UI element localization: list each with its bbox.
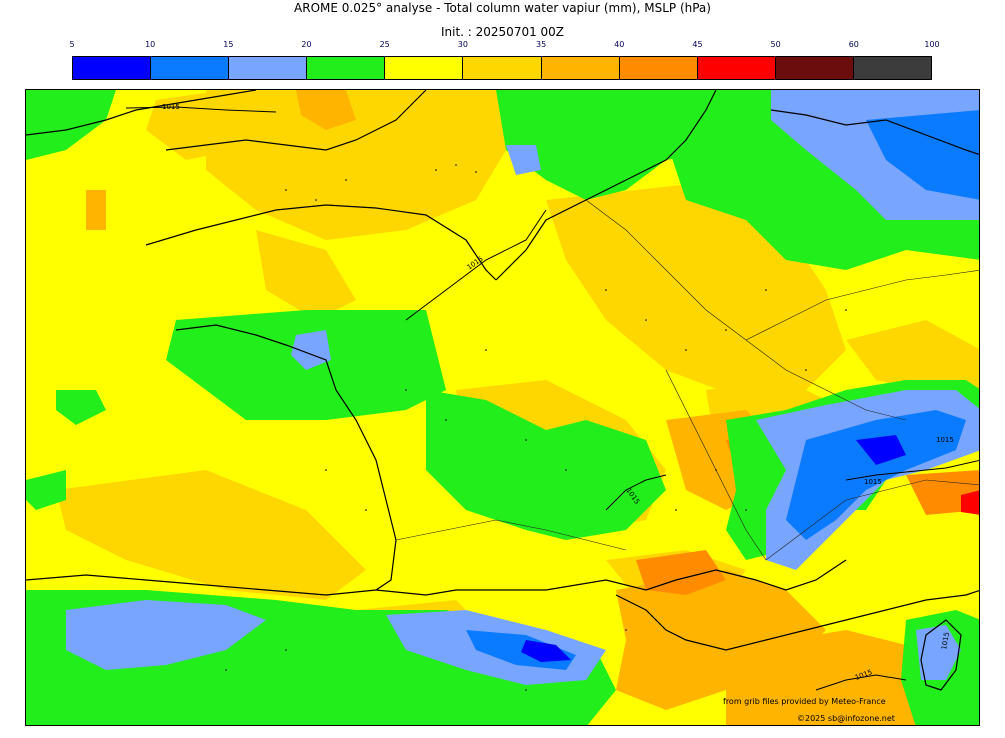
city-dots xyxy=(225,164,847,691)
isobar-label: 1015 xyxy=(936,436,954,444)
isobar-label: 1015 xyxy=(940,631,951,650)
colorbar-tick: 50 xyxy=(770,40,781,49)
isobar-lines xyxy=(125,106,979,691)
chart-title: AROME 0.025° analyse - Total column wate… xyxy=(294,1,711,15)
colorbar-swatch xyxy=(853,57,932,79)
colorbar-tick: 60 xyxy=(848,40,859,49)
colorbar-swatch xyxy=(73,57,152,79)
colorbar xyxy=(72,56,932,80)
colorbar-swatch xyxy=(697,57,776,79)
tcwv-45-50-region xyxy=(961,490,979,515)
credit-copyright: ©2025 sb@infozone.net xyxy=(797,714,895,723)
colorbar-tick: 20 xyxy=(301,40,312,49)
colorbar-tick: 10 xyxy=(145,40,156,49)
colorbar-swatch xyxy=(229,57,308,79)
colorbar-tick: 100 xyxy=(924,40,940,49)
colorbar-swatch xyxy=(619,57,698,79)
colorbar-swatch xyxy=(463,57,542,79)
colorbar-tick: 30 xyxy=(457,40,468,49)
colorbar-tick: 25 xyxy=(379,40,390,49)
colorbar-swatch xyxy=(385,57,464,79)
colorbar-tick: 40 xyxy=(614,40,625,49)
colorbar-tick: 5 xyxy=(69,40,75,49)
colorbar-tick: 15 xyxy=(223,40,234,49)
map-panel[interactable]: 1015 1015 1015 1015 1015 1015 1015 xyxy=(25,89,980,726)
tcwv-5-10-regions xyxy=(521,435,906,662)
map-canvas: 1015 1015 1015 1015 1015 1015 1015 xyxy=(26,90,979,725)
colorbar-swatch xyxy=(775,57,854,79)
chart-subtitle: Init. : 20250701 00Z xyxy=(440,25,565,39)
isobar-label: 1015 xyxy=(864,478,882,486)
colorbar-swatch xyxy=(541,57,620,79)
colorbar-swatch xyxy=(307,57,386,79)
colorbar-ticks: 5 10 15 20 25 30 35 40 45 50 60 100 xyxy=(69,40,939,54)
isobar-label: 1015 xyxy=(162,103,180,111)
colorbar-tick: 35 xyxy=(536,40,547,49)
colorbar-swatch xyxy=(151,57,230,79)
credit-source: from grib files provided by Meteo-France xyxy=(723,697,886,706)
colorbar-tick: 45 xyxy=(692,40,703,49)
